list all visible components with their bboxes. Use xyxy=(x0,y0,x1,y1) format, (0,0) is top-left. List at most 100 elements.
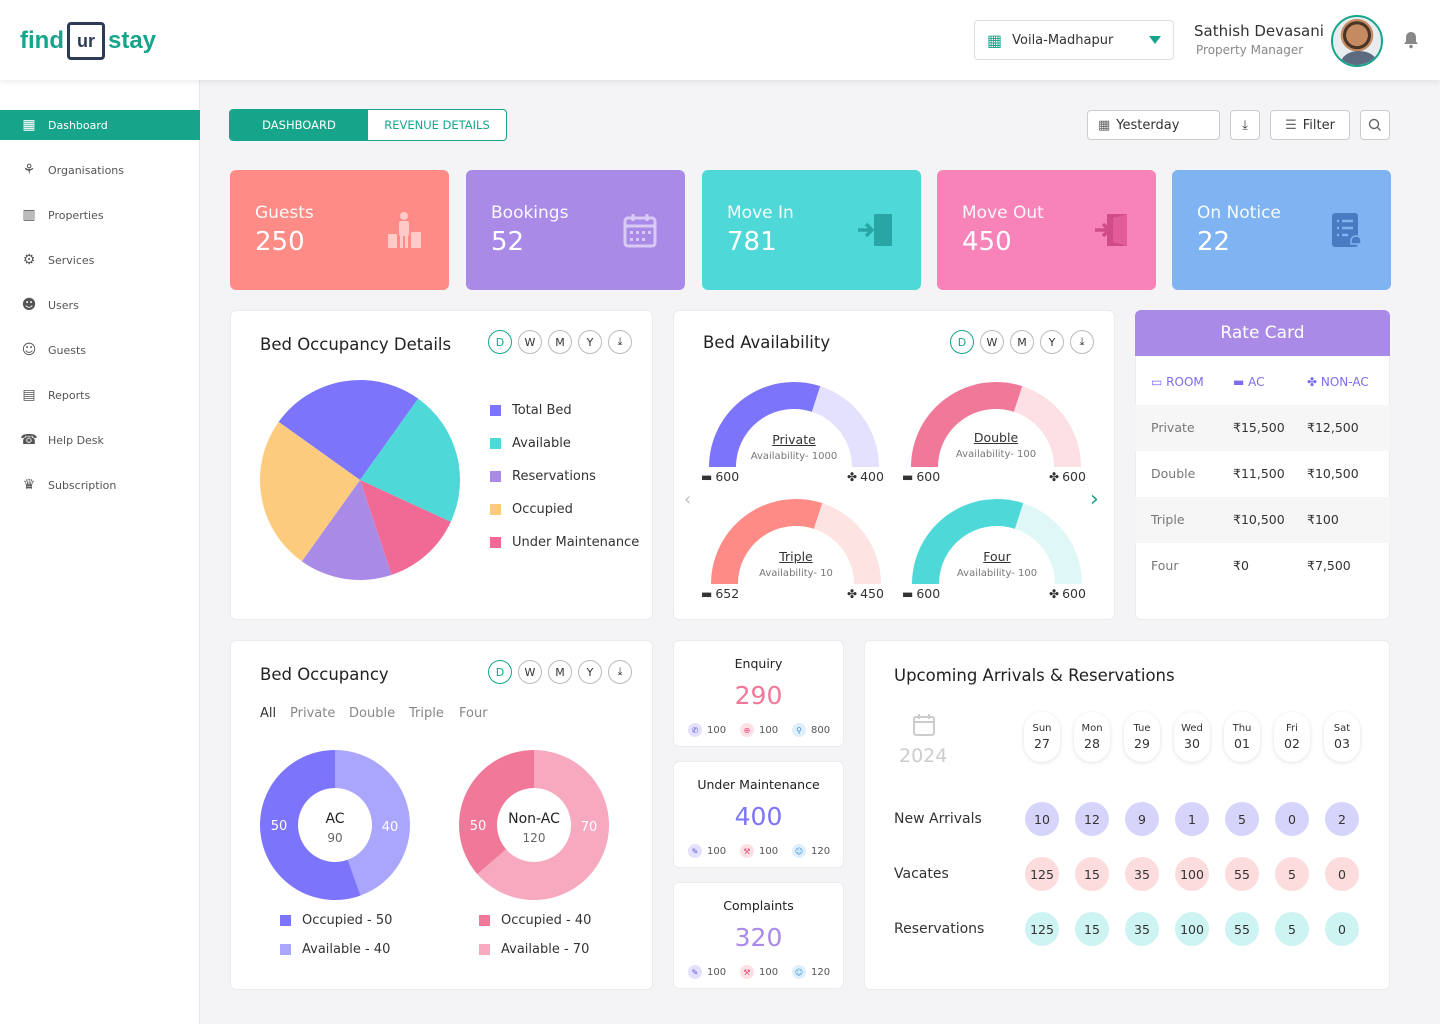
filter-tab-four[interactable]: Four xyxy=(459,706,488,721)
count-circle[interactable]: 0 xyxy=(1275,802,1309,836)
sidebar-item-services[interactable]: ⚙ Services xyxy=(0,245,200,275)
complaints-card[interactable]: Complaints 320 ✎ 100 ⚒ 100 ☺ 120 xyxy=(673,882,844,989)
pie-slice-under-maintenance[interactable] xyxy=(360,480,451,575)
filter-tab-double[interactable]: Double xyxy=(349,706,396,721)
sidebar-item-subscription[interactable]: ♛ Subscription xyxy=(0,470,200,500)
count-circle[interactable]: 5 xyxy=(1275,912,1309,946)
sidebar-item-help-desk[interactable]: ☎ Help Desk xyxy=(0,425,200,455)
period-month-button[interactable]: M xyxy=(548,660,572,684)
stat-card-on-notice[interactable]: On Notice 22 xyxy=(1172,170,1391,290)
pie-slice-available[interactable] xyxy=(360,398,460,522)
bed-occupancy-pie-chart xyxy=(260,380,460,580)
donut-slice-occupied[interactable] xyxy=(459,750,534,875)
staff-count: ☺ 120 xyxy=(792,844,830,858)
stat-card-move-in[interactable]: Move In 781 xyxy=(702,170,921,290)
pie-slice-total-bed[interactable] xyxy=(278,380,419,480)
door-exit-icon xyxy=(1095,214,1127,246)
legend-label: Reservations xyxy=(512,469,596,484)
bell-icon[interactable] xyxy=(1401,30,1421,50)
legend-available: Available xyxy=(490,436,571,451)
findurstay-logo[interactable]: find ur stay xyxy=(20,20,156,62)
tab-dashboard[interactable]: DASHBOARD xyxy=(230,110,368,140)
period-week-button[interactable]: W xyxy=(518,330,542,354)
sidebar-item-organisations[interactable]: ⚘ Organisations xyxy=(0,155,200,185)
period-month-button[interactable]: M xyxy=(548,330,572,354)
date-select[interactable]: ▦ Yesterday xyxy=(1087,110,1220,140)
count-circle[interactable]: 35 xyxy=(1125,912,1159,946)
property-select[interactable]: ▦ Voila-Madhapur xyxy=(974,20,1174,60)
search-button[interactable] xyxy=(1360,110,1390,140)
count-circle[interactable]: 125 xyxy=(1025,857,1059,891)
day-chip[interactable]: Wed 30 xyxy=(1174,712,1210,762)
chevron-right-icon[interactable]: › xyxy=(1090,487,1099,512)
period-year-button[interactable]: Y xyxy=(578,660,602,684)
download-icon[interactable]: ⤓ xyxy=(608,660,632,684)
sidebar-item-label: Dashboard xyxy=(48,118,108,132)
stat-card-guests[interactable]: Guests 250 xyxy=(230,170,449,290)
count-circle[interactable]: 55 xyxy=(1225,857,1259,891)
donut-slice-available[interactable] xyxy=(477,750,609,900)
day-chip[interactable]: Mon 28 xyxy=(1074,712,1110,762)
count-circle[interactable]: 12 xyxy=(1075,802,1109,836)
walkin-count: ⚲ 800 xyxy=(792,723,830,737)
sidebar-item-guests[interactable]: ☺ Guests xyxy=(0,335,200,365)
count-circle[interactable]: 5 xyxy=(1275,857,1309,891)
count-circle[interactable]: 10 xyxy=(1025,802,1059,836)
count-circle[interactable]: 35 xyxy=(1125,857,1159,891)
count-circle[interactable]: 0 xyxy=(1325,912,1359,946)
download-button[interactable]: ⤓ xyxy=(1230,110,1260,140)
download-icon[interactable]: ⤓ xyxy=(1070,330,1094,354)
day-name: Tue xyxy=(1133,723,1151,734)
count-circle[interactable]: 55 xyxy=(1225,912,1259,946)
day-chip[interactable]: Fri 02 xyxy=(1274,712,1310,762)
stat-card-move-out[interactable]: Move Out 450 xyxy=(937,170,1156,290)
pie-slice-occupied[interactable] xyxy=(260,421,360,562)
day-chip[interactable]: Thu 01 xyxy=(1224,712,1260,762)
period-day-button[interactable]: D xyxy=(950,330,974,354)
filter-tab-private[interactable]: Private xyxy=(290,706,336,721)
filter-tab-triple[interactable]: Triple xyxy=(409,706,444,721)
chevron-left-icon[interactable]: ‹ xyxy=(684,489,692,510)
donut-slice-available[interactable] xyxy=(335,750,410,896)
day-chip[interactable]: Sat 03 xyxy=(1324,712,1360,762)
sidebar-item-reports[interactable]: ▤ Reports xyxy=(0,380,200,410)
logo-ur: ur xyxy=(66,22,105,60)
count-circle[interactable]: 15 xyxy=(1075,857,1109,891)
day-chip[interactable]: Sun 27 xyxy=(1024,712,1060,762)
tab-revenue-details[interactable]: REVENUE DETAILS xyxy=(384,118,490,132)
pie-slice-reservations[interactable] xyxy=(301,480,392,580)
period-year-button[interactable]: Y xyxy=(578,330,602,354)
period-year-button[interactable]: Y xyxy=(1040,330,1064,354)
sidebar-item-dashboard[interactable]: ▦ Dashboard xyxy=(0,110,200,140)
count-circle[interactable]: 0 xyxy=(1325,857,1359,891)
count-circle[interactable]: 2 xyxy=(1325,802,1359,836)
filter-tab-all[interactable]: All xyxy=(260,706,277,721)
enquiry-card[interactable]: Enquiry 290 ✆ 100 ⊕ 100 ⚲ 800 xyxy=(673,640,844,747)
sidebar-item-label: Properties xyxy=(48,208,104,222)
sidebar-item-users[interactable]: ☻ Users xyxy=(0,290,200,320)
stat-card-bookings[interactable]: Bookings 52 xyxy=(466,170,685,290)
count-value: 100 xyxy=(759,724,779,736)
download-icon[interactable]: ⤓ xyxy=(608,330,632,354)
filter-button[interactable]: ☰ Filter xyxy=(1270,110,1350,140)
period-day-button[interactable]: D xyxy=(488,330,512,354)
period-month-button[interactable]: M xyxy=(1010,330,1034,354)
count-circle[interactable]: 125 xyxy=(1025,912,1059,946)
count-circle[interactable]: 100 xyxy=(1175,912,1209,946)
day-chip[interactable]: Tue 29 xyxy=(1124,712,1160,762)
day-name: Fri xyxy=(1286,723,1298,734)
count-circle[interactable]: 9 xyxy=(1125,802,1159,836)
count-circle[interactable]: 15 xyxy=(1075,912,1109,946)
under-maintenance-card[interactable]: Under Maintenance 400 ✎ 100 ⚒ 100 ☺ 120 xyxy=(673,761,844,868)
period-week-button[interactable]: W xyxy=(980,330,1004,354)
ac-donut-chart: AC 90 50 40 xyxy=(260,750,410,900)
avatar[interactable] xyxy=(1331,15,1383,67)
donut-slice-occupied[interactable] xyxy=(260,750,361,900)
count-circle[interactable]: 1 xyxy=(1175,802,1209,836)
count-circle[interactable]: 5 xyxy=(1225,802,1259,836)
count-circle[interactable]: 100 xyxy=(1175,857,1209,891)
period-week-button[interactable]: W xyxy=(518,660,542,684)
sidebar-item-properties[interactable]: ▥ Properties xyxy=(0,200,200,230)
repair-count: ⚒ 100 xyxy=(740,965,778,979)
period-day-button[interactable]: D xyxy=(488,660,512,684)
